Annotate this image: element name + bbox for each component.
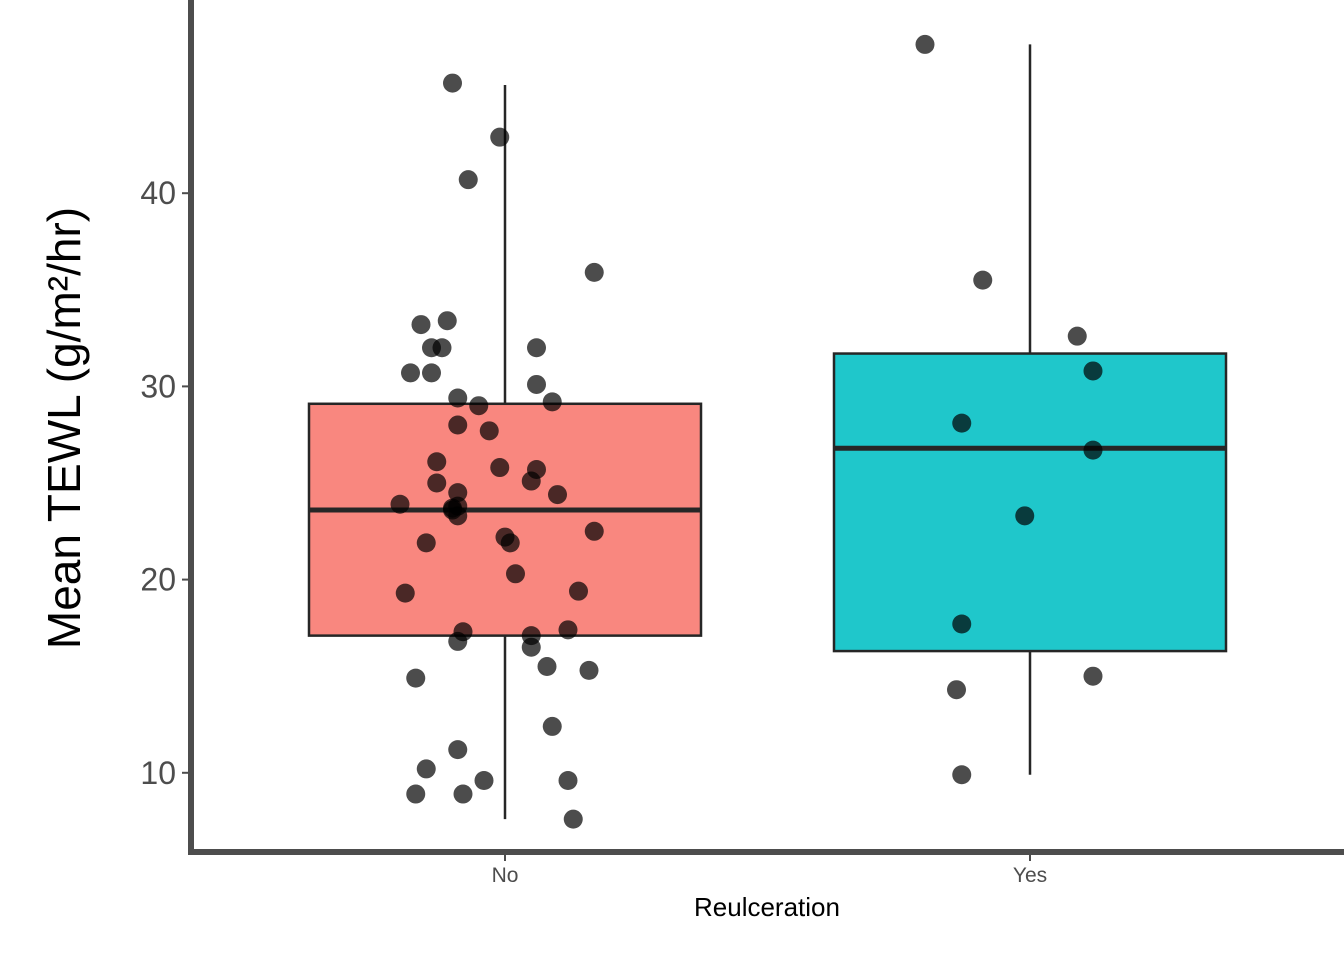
data-point [432, 338, 452, 358]
data-point [479, 421, 499, 441]
y-tick-label: 10 [140, 755, 176, 791]
data-point [469, 396, 489, 416]
data-point [584, 521, 604, 541]
data-point [448, 506, 468, 526]
data-point [521, 471, 541, 491]
data-point [437, 311, 457, 331]
data-point [506, 564, 525, 584]
data-point [579, 660, 599, 680]
data-point [458, 170, 478, 190]
box-iqr [307, 402, 703, 637]
box-no [307, 85, 703, 820]
data-point [448, 388, 468, 408]
data-point [1067, 326, 1087, 346]
data-point [548, 485, 567, 505]
data-point [952, 765, 972, 785]
data-point [947, 680, 966, 700]
data-point [584, 262, 604, 282]
data-point [395, 583, 415, 603]
data-point [490, 458, 510, 478]
data-point [542, 392, 562, 412]
data-point [563, 809, 583, 829]
data-point [1083, 361, 1103, 381]
data-point [952, 614, 972, 634]
data-point [416, 759, 436, 779]
data-point [448, 483, 468, 503]
data-point [537, 657, 557, 677]
points-no [390, 73, 604, 829]
y-axis-title: Mean TEWL (g/m²/hr) [38, 207, 90, 649]
data-point [406, 784, 426, 804]
x-axis-title: Reulceration [694, 892, 840, 922]
data-point [406, 668, 426, 688]
y-tick-label: 30 [140, 368, 176, 404]
data-point [558, 771, 578, 791]
data-point [411, 315, 431, 335]
data-point [401, 363, 420, 383]
data-point [490, 127, 510, 147]
data-point [422, 363, 441, 383]
data-point [527, 338, 546, 358]
data-point [973, 270, 993, 290]
points-yes [915, 34, 1103, 785]
data-point [474, 771, 494, 791]
y-ticks: 10 20 30 40 [140, 175, 188, 791]
data-point [453, 784, 473, 804]
data-point [521, 637, 541, 657]
y-tick-label: 20 [140, 562, 176, 598]
data-point [427, 452, 447, 472]
data-point [448, 415, 468, 435]
data-point [542, 716, 562, 736]
data-point [915, 34, 935, 54]
points-layer [390, 34, 1103, 829]
x-tick-label: Yes [1013, 864, 1047, 887]
data-point [448, 631, 468, 651]
data-point [569, 581, 588, 601]
data-point [427, 473, 447, 493]
boxes-layer [307, 44, 1228, 820]
data-point [527, 374, 546, 394]
box-yes [832, 44, 1228, 775]
x-ticks: No Yes [492, 855, 1047, 887]
data-point [558, 620, 578, 640]
data-point [1015, 506, 1035, 526]
y-tick-label: 40 [140, 175, 176, 211]
data-point [952, 413, 972, 433]
data-point [416, 533, 436, 553]
data-point [500, 533, 520, 553]
data-point [443, 73, 462, 93]
data-point [448, 740, 468, 760]
data-point [390, 494, 410, 514]
box-iqr [832, 352, 1228, 653]
data-point [1083, 666, 1103, 686]
data-point [1083, 440, 1103, 460]
x-tick-label: No [492, 864, 519, 887]
